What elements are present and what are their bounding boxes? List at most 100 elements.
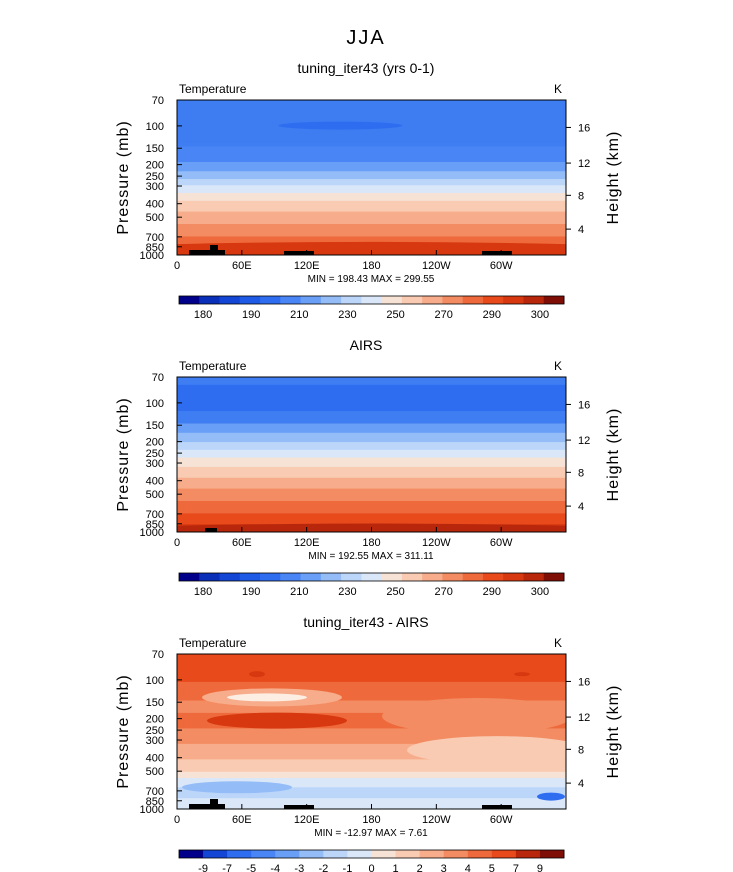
colorbar-swatch bbox=[401, 296, 423, 304]
colorbar-frame bbox=[178, 295, 565, 305]
colorbar-label: 210 bbox=[290, 309, 308, 321]
units-label: K bbox=[554, 359, 562, 373]
pressure-tick-label: 300 bbox=[146, 181, 164, 193]
colorbar-label: 5 bbox=[489, 863, 495, 872]
colorbar-swatch bbox=[227, 850, 252, 858]
contour-band bbox=[182, 781, 292, 794]
contour-band bbox=[177, 384, 566, 413]
colorbar-label: 180 bbox=[194, 586, 212, 598]
colorbar-label: 300 bbox=[531, 586, 549, 598]
pressure-tick-label: 300 bbox=[146, 458, 164, 470]
contour-band bbox=[177, 432, 566, 444]
pressure-tick-label: 150 bbox=[146, 420, 164, 432]
longitude-tick-label: 120W bbox=[422, 537, 451, 549]
height-tick-label: 8 bbox=[578, 744, 584, 756]
pressure-tick-label: 300 bbox=[146, 735, 164, 747]
pressure-tick-label: 200 bbox=[146, 160, 164, 172]
colorbar-label: -1 bbox=[343, 863, 353, 872]
contour-band bbox=[177, 513, 566, 526]
colorbar-swatch bbox=[482, 296, 504, 304]
contour-band bbox=[177, 241, 566, 255]
pressure-tick-label: 70 bbox=[152, 372, 164, 384]
contour-band bbox=[177, 778, 566, 789]
colorbar-label: 190 bbox=[242, 309, 260, 321]
stats-label: MIN = 198.43 MAX = 299.55 bbox=[308, 274, 435, 285]
colorbar-label: 300 bbox=[531, 309, 549, 321]
height-tick-label: 8 bbox=[578, 467, 584, 479]
colorbar-label: 210 bbox=[290, 586, 308, 598]
longitude-tick-label: 0 bbox=[174, 260, 180, 272]
colorbar-swatch bbox=[203, 850, 228, 858]
longitude-tick-label: 120W bbox=[422, 814, 451, 826]
contour-band bbox=[177, 466, 566, 479]
longitude-tick-label: 0 bbox=[174, 537, 180, 549]
pressure-tick-label: 1000 bbox=[140, 250, 164, 262]
contour-band bbox=[177, 100, 566, 144]
height-tick-label: 16 bbox=[578, 399, 590, 411]
pressure-tick-label: 700 bbox=[146, 786, 164, 798]
contour-band bbox=[177, 179, 566, 187]
colorbar-label: -4 bbox=[270, 863, 280, 872]
colorbar-swatch bbox=[239, 573, 261, 581]
topography-mask bbox=[189, 250, 225, 255]
topography-mask bbox=[482, 251, 512, 255]
contour-band bbox=[177, 477, 566, 490]
colorbar-swatch bbox=[371, 850, 397, 858]
colorbar-swatch bbox=[280, 296, 302, 304]
colorbar-swatch bbox=[422, 296, 443, 304]
pressure-tick-label: 70 bbox=[152, 95, 164, 107]
colorbar-swatch bbox=[275, 850, 300, 858]
contour-band bbox=[177, 185, 566, 194]
pressure-tick-label: 250 bbox=[146, 171, 164, 183]
panel-title: tuning_iter43 (yrs 0-1) bbox=[298, 60, 435, 76]
height-tick-label: 4 bbox=[578, 224, 584, 236]
contour-band bbox=[177, 488, 566, 502]
colorbar-swatch bbox=[239, 296, 261, 304]
colorbar-swatch bbox=[199, 573, 221, 581]
colorbar-swatch bbox=[539, 850, 565, 858]
units-label: K bbox=[554, 82, 562, 96]
contour-band bbox=[177, 200, 566, 213]
pressure-tick-label: 700 bbox=[146, 509, 164, 521]
pressure-tick-label: 500 bbox=[146, 766, 164, 778]
colorbar-swatch bbox=[300, 573, 322, 581]
colorbar-swatch bbox=[179, 296, 200, 304]
contour-band bbox=[177, 442, 566, 451]
colorbar-swatch bbox=[462, 296, 484, 304]
longitude-tick-label: 120E bbox=[294, 260, 320, 272]
colorbar-swatch bbox=[442, 296, 464, 304]
colorbar-swatch bbox=[179, 850, 204, 858]
topography-mask bbox=[210, 245, 218, 255]
height-tick-label: 4 bbox=[578, 778, 584, 790]
topography-mask bbox=[210, 799, 218, 809]
colorbar-label: 9 bbox=[537, 863, 543, 872]
colorbar-swatch bbox=[523, 573, 545, 581]
colorbar-swatch bbox=[543, 573, 565, 581]
contour-band bbox=[207, 712, 347, 729]
topography-mask bbox=[284, 251, 314, 255]
longitude-tick-label: 60W bbox=[490, 537, 513, 549]
colorbar-label: 2 bbox=[417, 863, 423, 872]
colorbar-swatch bbox=[323, 850, 348, 858]
stats-label: MIN = 192.55 MAX = 311.11 bbox=[308, 551, 434, 562]
contour-band bbox=[177, 411, 566, 425]
contour-band bbox=[514, 672, 530, 677]
colorbar-frame bbox=[178, 849, 565, 859]
contour-band bbox=[177, 457, 566, 468]
panel-title: tuning_iter43 - AIRS bbox=[303, 614, 428, 630]
contour-band bbox=[177, 798, 566, 809]
longitude-tick-label: 120E bbox=[294, 537, 320, 549]
colorbar-label: -9 bbox=[198, 863, 208, 872]
colorbar-label: 3 bbox=[441, 863, 447, 872]
pressure-tick-label: 500 bbox=[146, 489, 164, 501]
panel-1: tuning_iter43 (yrs 0-1) Temperature K 70 100… bbox=[115, 60, 622, 321]
height-axis-title: Height (km) bbox=[605, 131, 622, 225]
pressure-tick-label: 500 bbox=[146, 212, 164, 224]
height-tick-label: 12 bbox=[578, 712, 590, 724]
colorbar-label: 250 bbox=[386, 586, 404, 598]
height-axis-title: Height (km) bbox=[605, 685, 622, 779]
variable-label: Temperature bbox=[179, 82, 247, 96]
contour-band bbox=[537, 792, 565, 801]
